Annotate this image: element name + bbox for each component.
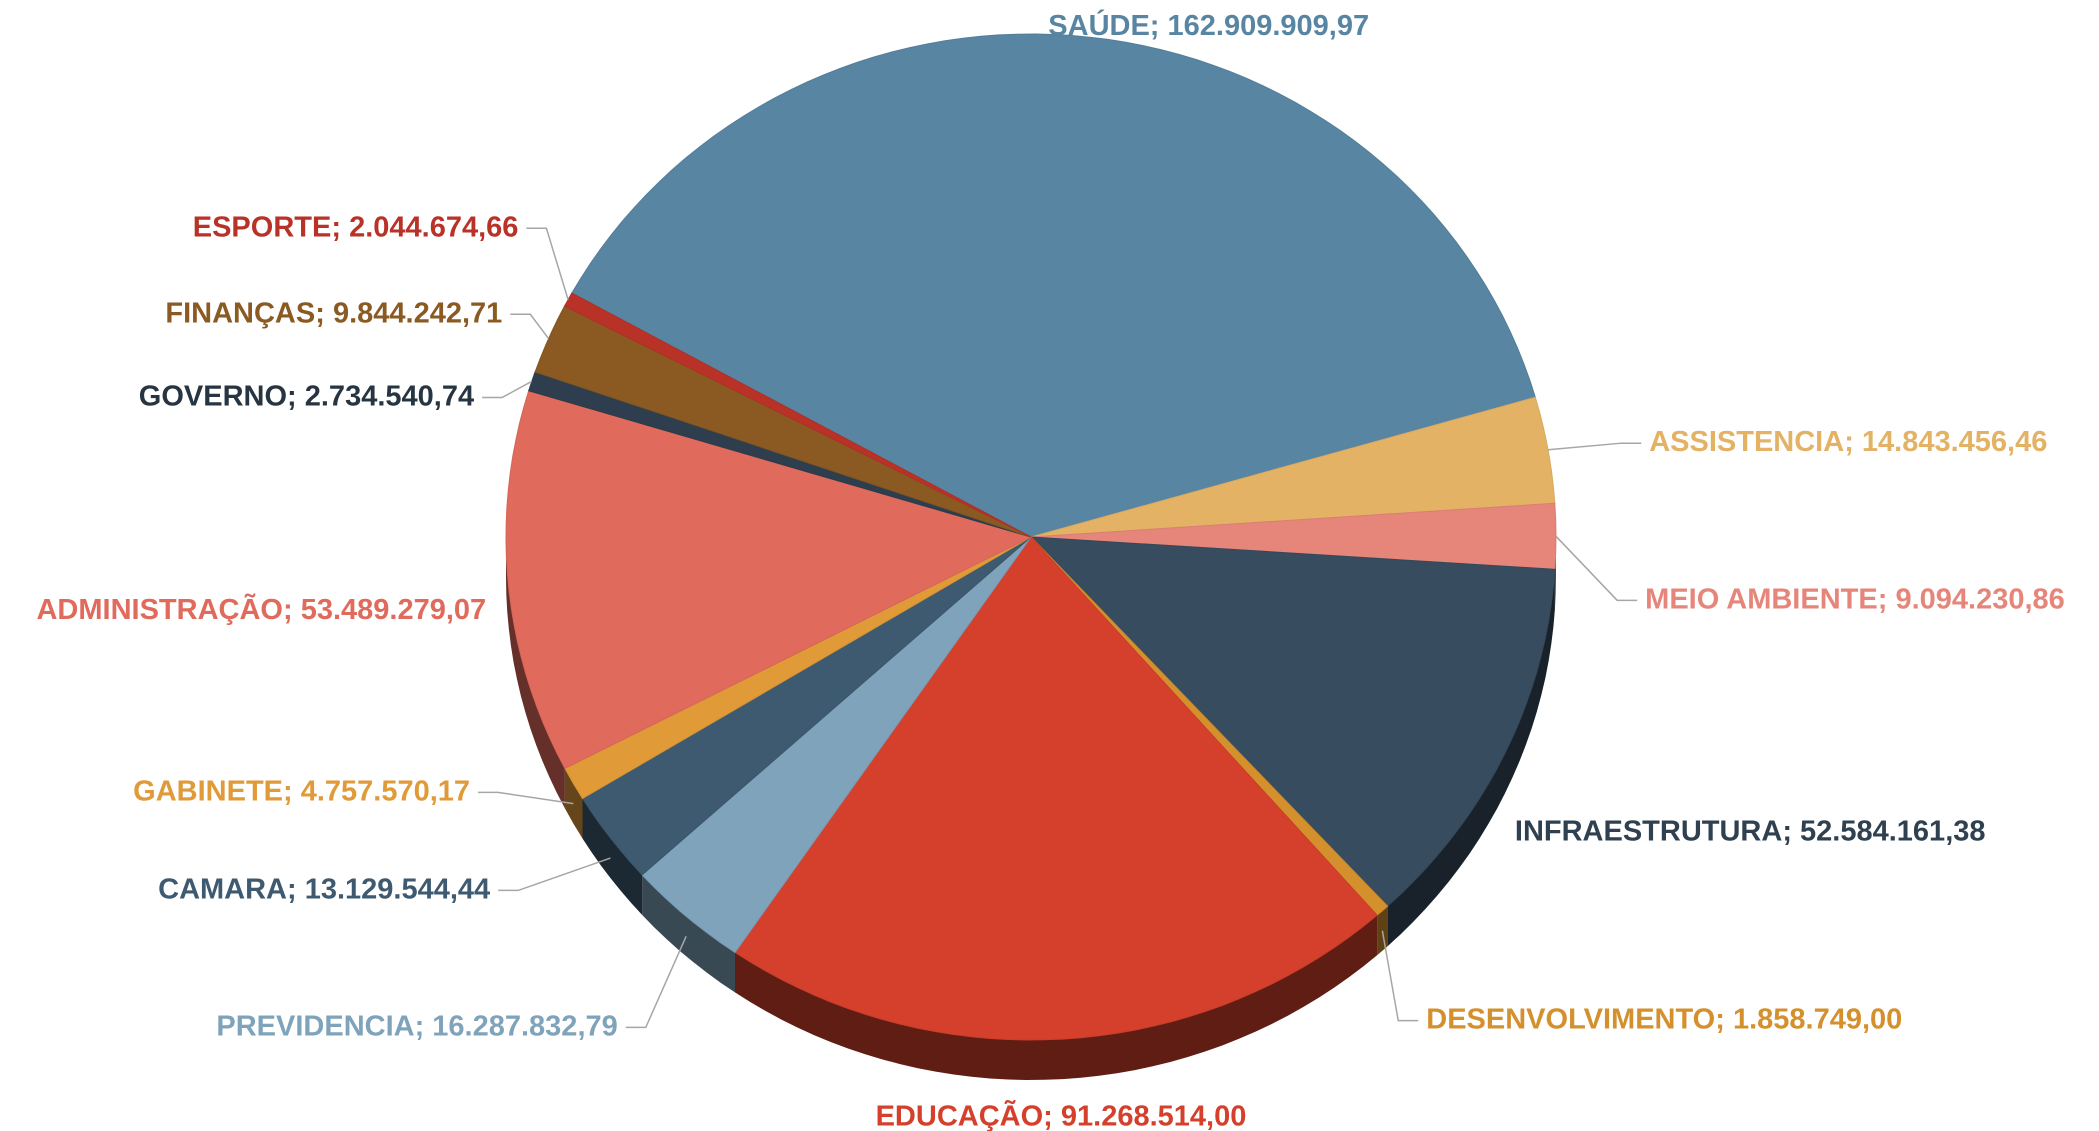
- leader-line: [526, 227, 569, 300]
- separator: ;: [415, 1010, 433, 1042]
- pie-side: [582, 798, 643, 915]
- pie-side: [564, 768, 583, 839]
- data-label: ADMINISTRAÇÃO; 53.489.279,07: [36, 592, 486, 626]
- value-label: 4.757.570,17: [301, 775, 470, 807]
- data-label: FINANÇAS; 9.844.242,71: [165, 297, 502, 329]
- pie-slice: [1029, 536, 1556, 907]
- category-name: PREVIDENCIA: [216, 1010, 414, 1042]
- pie-slice: [505, 390, 1033, 770]
- pie-slice: [571, 33, 1536, 538]
- pie-slice: [563, 292, 1032, 538]
- pie-slice: [734, 536, 1378, 1041]
- value-label: 52.584.161,38: [1800, 815, 1985, 847]
- category-name: EDUCAÇÃO: [876, 1098, 1044, 1131]
- leader-line: [1381, 930, 1419, 1022]
- data-label: PREVIDENCIA; 16.287.832,79: [216, 1010, 617, 1042]
- category-name: MEIO AMBIENTE: [1645, 583, 1878, 615]
- category-name: GABINETE: [133, 775, 283, 807]
- data-label: ASSISTENCIA; 14.843.456,46: [1649, 426, 2047, 458]
- separator: ;: [1043, 1100, 1061, 1131]
- pie-side: [506, 537, 565, 809]
- pie-slice: [581, 536, 1032, 876]
- data-label: EDUCAÇÃO; 91.268.514,00: [876, 1098, 1247, 1131]
- value-label: 9.844.242,71: [333, 297, 502, 329]
- data-label: DESENVOLVIMENTO; 1.858.749,00: [1426, 1003, 1902, 1035]
- category-name: ADMINISTRAÇÃO: [36, 592, 283, 626]
- data-label: ESPORTE; 2.044.674,66: [193, 211, 519, 243]
- separator: ;: [283, 775, 301, 807]
- separator: ;: [1844, 426, 1862, 458]
- value-label: 2.044.674,66: [349, 211, 518, 243]
- value-label: 13.129.544,44: [305, 873, 490, 905]
- leader-line: [482, 380, 533, 399]
- data-label: CAMARA; 13.129.544,44: [158, 873, 490, 905]
- pie-side: [642, 874, 735, 993]
- separator: ;: [1782, 815, 1800, 847]
- category-name: FINANÇAS: [165, 297, 315, 329]
- value-label: 1.858.749,00: [1733, 1003, 1902, 1035]
- category-name: GOVERNO: [139, 380, 287, 412]
- data-label: GABINETE; 4.757.570,17: [133, 775, 470, 807]
- pie-slice: [1030, 396, 1556, 538]
- data-label: INFRAESTRUTURA; 52.584.161,38: [1515, 815, 1986, 847]
- leader-line: [510, 313, 550, 340]
- leader-line: [1555, 535, 1638, 602]
- category-name: ASSISTENCIA: [1649, 426, 1844, 458]
- pie-slice: [641, 536, 1032, 954]
- leader-line: [498, 857, 611, 892]
- separator: ;: [1715, 1003, 1733, 1035]
- value-label: 16.287.832,79: [432, 1010, 617, 1042]
- value-label: 14.843.456,46: [1862, 426, 2047, 458]
- value-label: 91.268.514,00: [1061, 1100, 1246, 1131]
- leader-line: [1547, 442, 1642, 451]
- category-name: CAMARA: [158, 873, 287, 905]
- value-label: 162.909.909,97: [1168, 10, 1370, 42]
- data-label: GOVERNO; 2.734.540,74: [139, 380, 474, 412]
- value-label: 53.489.279,07: [301, 594, 486, 626]
- separator: ;: [1878, 583, 1896, 615]
- category-name: INFRAESTRUTURA: [1515, 815, 1782, 847]
- data-label: MEIO AMBIENTE; 9.094.230,86: [1645, 583, 2065, 615]
- leader-line: [625, 935, 687, 1029]
- data-label: SAÚDE; 162.909.909,97: [1048, 8, 1369, 42]
- pie-slice: [534, 305, 1032, 538]
- separator: ;: [283, 594, 301, 626]
- pie-side: [735, 915, 1378, 1080]
- separator: ;: [1150, 10, 1168, 42]
- value-label: 2.734.540,74: [305, 380, 474, 412]
- separator: ;: [287, 873, 305, 905]
- leader-line: [478, 791, 574, 805]
- value-label: 9.094.230,86: [1895, 583, 2064, 615]
- pie-side: [1387, 569, 1555, 947]
- separator: ;: [315, 297, 333, 329]
- category-name: SAÚDE: [1048, 8, 1150, 42]
- separator: ;: [331, 211, 349, 243]
- separator: ;: [287, 380, 305, 412]
- category-name: DESENVOLVIMENTO: [1426, 1003, 1715, 1035]
- category-name: ESPORTE: [193, 211, 332, 243]
